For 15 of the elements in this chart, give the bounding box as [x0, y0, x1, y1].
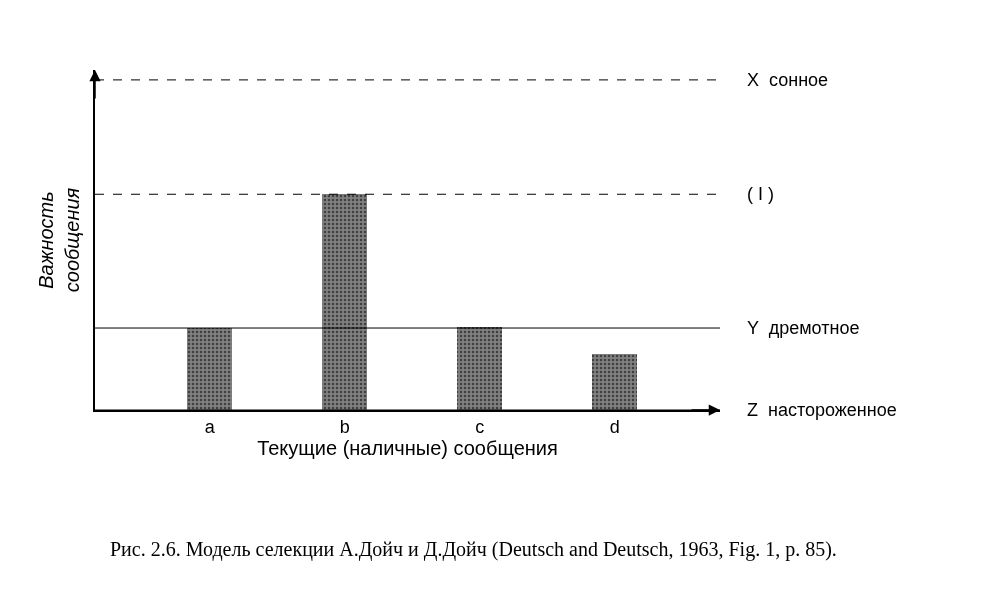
bar — [322, 194, 367, 410]
ref-line-label: Z настороженное — [747, 400, 897, 420]
x-tick-label: c — [475, 417, 485, 438]
x-tick-label: d — [609, 417, 620, 438]
bar — [457, 327, 502, 410]
text: Рис. 2.6. Модель селекции А.Дойч и Д.Дойч (Deutsch and Deutsch, 1963, Fig. 1, p. 85). — [110, 538, 837, 561]
x-tick-label: a — [204, 417, 216, 438]
bar — [187, 328, 232, 410]
bar — [592, 354, 637, 410]
y-axis-title: Важность сообщения — [35, 187, 84, 293]
x-tick-label: b — [339, 417, 350, 438]
ref-line-label: ( I ) — [747, 184, 774, 204]
ref-line-label: X сонное — [747, 70, 829, 90]
ref-line-label: Y дремотное — [747, 318, 860, 338]
x-axis-title: Текущие (наличные) сообщения — [257, 437, 558, 460]
